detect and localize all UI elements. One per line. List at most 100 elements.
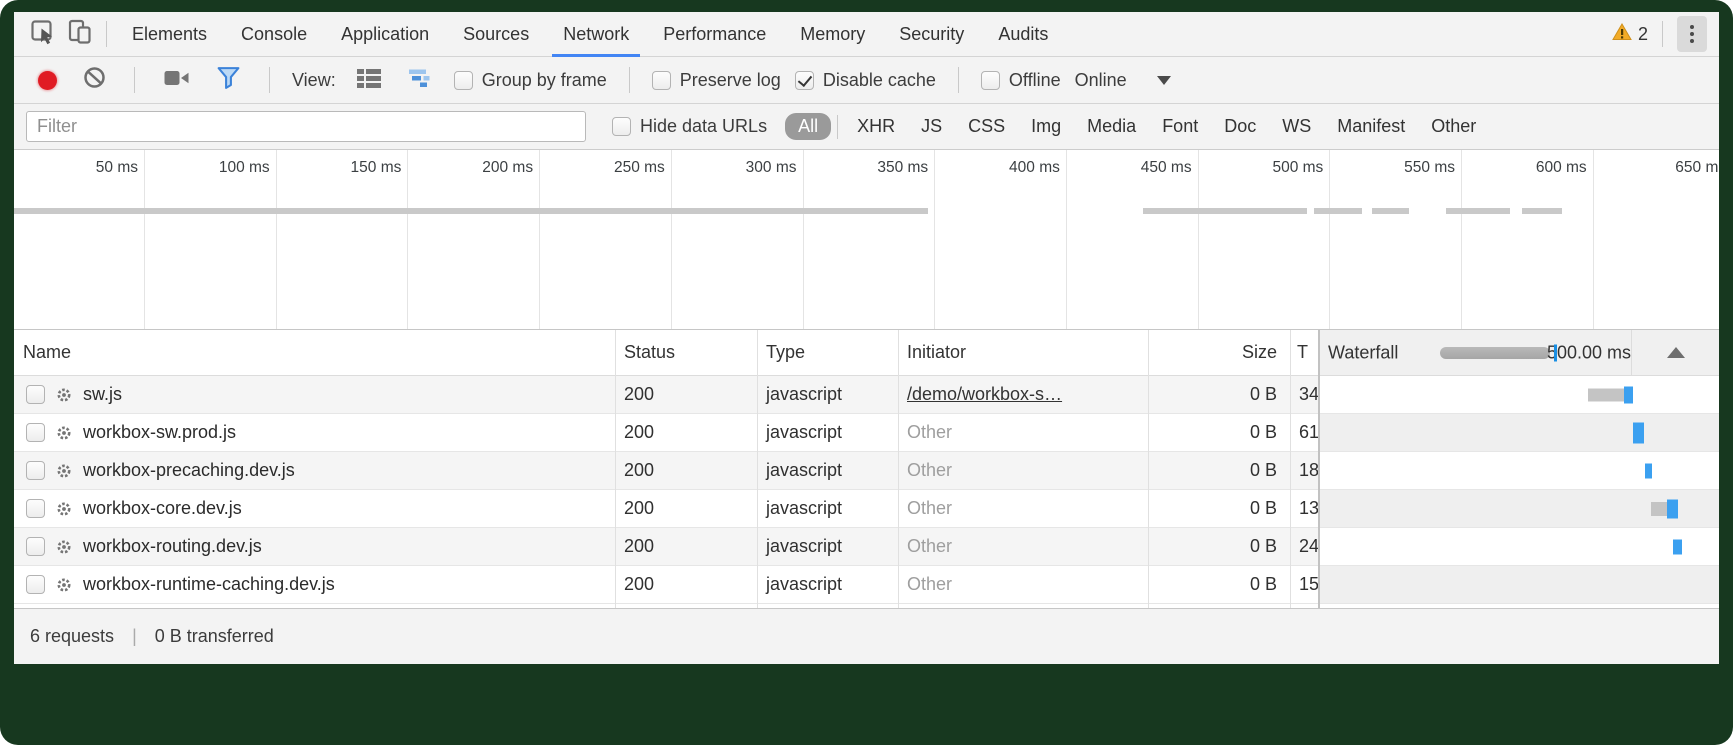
ruler-gridline xyxy=(1329,150,1331,329)
waterfall-scrollbar-thumb[interactable] xyxy=(1440,346,1550,359)
row-checkbox[interactable] xyxy=(26,537,45,556)
request-status: 200 xyxy=(624,384,655,404)
filter-pill-manifest[interactable]: Manifest xyxy=(1337,116,1406,136)
request-table: Name Status Type Initiator Size T Waterf… xyxy=(14,330,1719,608)
filter-pill-font[interactable]: Font xyxy=(1162,116,1199,136)
filter-input[interactable] xyxy=(26,111,586,142)
waterfall-scale-label: 500.00 ms xyxy=(1547,342,1632,362)
warning-icon xyxy=(1612,22,1632,46)
screenshot-capture-button[interactable] xyxy=(157,57,196,103)
tab-application[interactable]: Application xyxy=(341,24,430,44)
clear-button[interactable] xyxy=(77,57,112,103)
gear-icon xyxy=(56,463,72,479)
disable-cache-checkbox[interactable] xyxy=(794,70,814,90)
request-initiator: Other xyxy=(907,422,953,442)
waterfall-bar-blue xyxy=(1633,422,1644,443)
hide-data-urls-label: Hide data URLs xyxy=(640,116,768,136)
row-checkbox[interactable] xyxy=(26,575,45,594)
request-waterfall xyxy=(1318,490,1719,527)
column-header-waterfall[interactable]: Waterfall 500.00 ms xyxy=(1318,330,1719,375)
row-checkbox[interactable] xyxy=(26,385,45,404)
request-time: 61 xyxy=(1299,422,1318,442)
waterfall-sort-zone[interactable] xyxy=(1631,330,1719,375)
tab-performance[interactable]: Performance xyxy=(663,24,767,44)
request-time: 15 xyxy=(1299,574,1318,594)
ruler-gridline xyxy=(802,150,804,329)
ruler-tick-label: 600 ms xyxy=(1535,159,1587,176)
ruler-tick-label: 300 ms xyxy=(745,159,797,176)
filter-pill-js[interactable]: JS xyxy=(921,116,943,136)
chevron-down-icon[interactable] xyxy=(1156,75,1171,85)
ruler-tick-label: 50 ms xyxy=(95,159,138,176)
tab-console[interactable]: Console xyxy=(241,24,308,44)
column-header-time[interactable]: T xyxy=(1297,342,1308,362)
overview-toggle-button[interactable] xyxy=(402,57,440,103)
filter-pill-xhr[interactable]: XHR xyxy=(857,116,896,136)
record-button[interactable] xyxy=(32,57,63,103)
warning-count: 2 xyxy=(1637,23,1648,44)
filter-pill-img[interactable]: Img xyxy=(1031,116,1062,136)
waterfall-view-icon xyxy=(408,67,434,94)
request-time: 24 xyxy=(1299,536,1318,556)
request-type: javascript xyxy=(766,498,843,518)
preserve-log-checkbox[interactable] xyxy=(651,70,671,90)
ruler-gridline xyxy=(670,150,672,329)
filter-pill-all[interactable]: All xyxy=(785,113,832,140)
group-by-frame-group: Group by frame xyxy=(453,70,607,91)
device-toolbar-button[interactable] xyxy=(62,12,98,56)
filter-toggle-button[interactable] xyxy=(210,57,247,103)
tab-audits[interactable]: Audits xyxy=(998,24,1049,44)
request-count: 6 requests xyxy=(30,626,115,646)
summary-bar: 6 requests | 0 B transferred xyxy=(14,608,1719,664)
ruler-tick-label: 100 ms xyxy=(218,159,270,176)
filter-pill-other[interactable]: Other xyxy=(1431,116,1477,136)
console-warnings-button[interactable]: 2 xyxy=(1606,22,1654,46)
overview-request-bar xyxy=(1314,208,1362,214)
request-name: workbox-sw.prod.js xyxy=(83,422,237,442)
filter-pill-ws[interactable]: WS xyxy=(1282,116,1312,136)
tab-memory[interactable]: Memory xyxy=(800,24,866,44)
request-type: javascript xyxy=(766,422,843,442)
filter-pill-media[interactable]: Media xyxy=(1087,116,1137,136)
summary-separator: | xyxy=(132,626,137,646)
request-row[interactable]: workbox-routing.dev.js 200 javascript Ot… xyxy=(14,528,1719,566)
column-header-size[interactable]: Size xyxy=(1241,342,1277,362)
group-by-frame-checkbox[interactable] xyxy=(453,70,473,90)
overview-request-bar xyxy=(1446,208,1510,214)
column-header-status[interactable]: Status xyxy=(624,342,676,362)
tab-elements[interactable]: Elements xyxy=(132,24,208,44)
disable-cache-label: Disable cache xyxy=(822,69,936,90)
filter-pill-doc[interactable]: Doc xyxy=(1224,116,1257,136)
tab-network[interactable]: Network xyxy=(546,12,646,57)
filter-pill-css[interactable]: CSS xyxy=(968,116,1006,136)
offline-checkbox[interactable] xyxy=(980,70,1000,90)
waterfall-time-marker xyxy=(1554,344,1557,361)
row-checkbox[interactable] xyxy=(26,461,45,480)
row-checkbox[interactable] xyxy=(26,499,45,518)
overview-request-bar xyxy=(1522,208,1562,214)
large-rows-toggle-button[interactable] xyxy=(350,57,388,103)
request-row[interactable]: workbox-precaching.dev.js 200 javascript… xyxy=(14,452,1719,490)
request-row[interactable]: workbox-sw.prod.js 200 javascript Other … xyxy=(14,414,1719,452)
column-header-name[interactable]: Name xyxy=(23,342,72,362)
request-initiator-link[interactable]: /demo/workbox-s… xyxy=(907,384,1063,404)
tab-security[interactable]: Security xyxy=(899,24,965,44)
column-header-initiator[interactable]: Initiator xyxy=(907,342,967,362)
request-row[interactable]: workbox-runtime-caching.dev.js 200 javas… xyxy=(14,566,1719,604)
devtools-menu-button[interactable] xyxy=(1677,16,1707,52)
hide-data-urls-checkbox[interactable] xyxy=(612,117,631,136)
tab-sources[interactable]: Sources xyxy=(463,24,530,44)
request-type: javascript xyxy=(766,536,843,556)
column-header-type[interactable]: Type xyxy=(766,342,806,362)
inspect-element-button[interactable] xyxy=(24,12,62,56)
throttling-select[interactable]: Online xyxy=(1074,69,1127,90)
request-row[interactable]: workbox-core.dev.js 200 javascript Other… xyxy=(14,490,1719,528)
request-row[interactable]: sw.js 200 javascript /demo/workbox-s… 0 … xyxy=(14,376,1719,414)
request-time: 13 xyxy=(1299,498,1318,518)
waterfall-bar-blue xyxy=(1645,463,1652,478)
ruler-gridline xyxy=(934,150,936,329)
filter-bar: Hide data URLs All XHR JS CSS Img Media Font Do… xyxy=(14,104,1719,150)
timeline-overview[interactable]: 50 ms 100 ms 150 ms 200 ms 250 ms 300 ms 350 m… xyxy=(14,150,1719,330)
row-checkbox[interactable] xyxy=(26,423,45,442)
